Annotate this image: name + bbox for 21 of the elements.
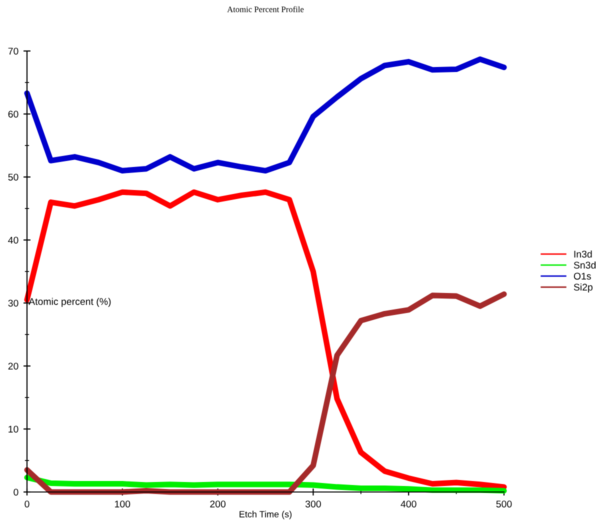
x-tick-label: 500 (496, 500, 512, 508)
legend-label: In3d (574, 250, 592, 258)
x-tick-label: 300 (305, 500, 321, 508)
x-axis-title: Etch Time (s) (240, 510, 292, 520)
legend-label: Si2p (574, 283, 593, 293)
y-tick-label: 50 (8, 174, 18, 181)
y-tick-label: 70 (8, 48, 18, 55)
y-tick-label: 0 (14, 488, 18, 496)
y-tick-label: 40 (8, 236, 18, 244)
legend-label: O1s (574, 272, 591, 280)
chart-title: Atomic Percent Profile (227, 6, 304, 12)
y-tick-label: 20 (8, 362, 18, 370)
x-tick-label: 200 (210, 500, 226, 508)
x-tick-label: 100 (115, 500, 130, 508)
x-tick-label: 0 (24, 500, 30, 508)
y-tick-label: 10 (8, 426, 18, 433)
y-axis-title: Atomic percent (%) (28, 298, 111, 307)
legend-label: Sn3d (574, 261, 596, 269)
y-tick-label: 30 (8, 300, 18, 307)
x-tick-label: 400 (400, 500, 416, 508)
y-tick-label: 60 (8, 110, 18, 118)
